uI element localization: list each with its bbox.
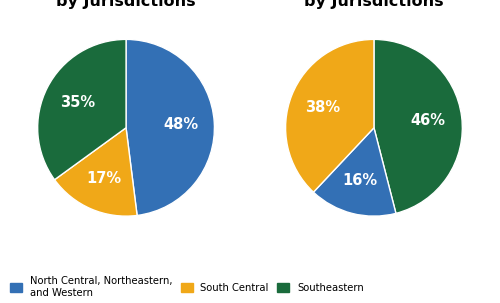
Text: 35%: 35% bbox=[60, 95, 95, 110]
Wedge shape bbox=[314, 128, 396, 216]
Legend: North Central, Northeastern,
and Western, South Central, Southeastern: North Central, Northeastern, and Western… bbox=[10, 276, 364, 298]
Wedge shape bbox=[126, 39, 214, 215]
Text: 46%: 46% bbox=[411, 113, 446, 128]
Wedge shape bbox=[374, 39, 462, 213]
Wedge shape bbox=[286, 39, 374, 192]
Text: 38%: 38% bbox=[306, 100, 340, 115]
Title: Disaffiliating Churches
by Jurisdictions: Disaffiliating Churches by Jurisdictions bbox=[271, 0, 477, 9]
Text: 16%: 16% bbox=[343, 173, 378, 188]
Text: 48%: 48% bbox=[163, 117, 198, 132]
Wedge shape bbox=[54, 128, 137, 216]
Text: 17%: 17% bbox=[86, 171, 122, 185]
Title: UM Churches
by Jurisdictions: UM Churches by Jurisdictions bbox=[56, 0, 196, 9]
Wedge shape bbox=[38, 39, 126, 180]
